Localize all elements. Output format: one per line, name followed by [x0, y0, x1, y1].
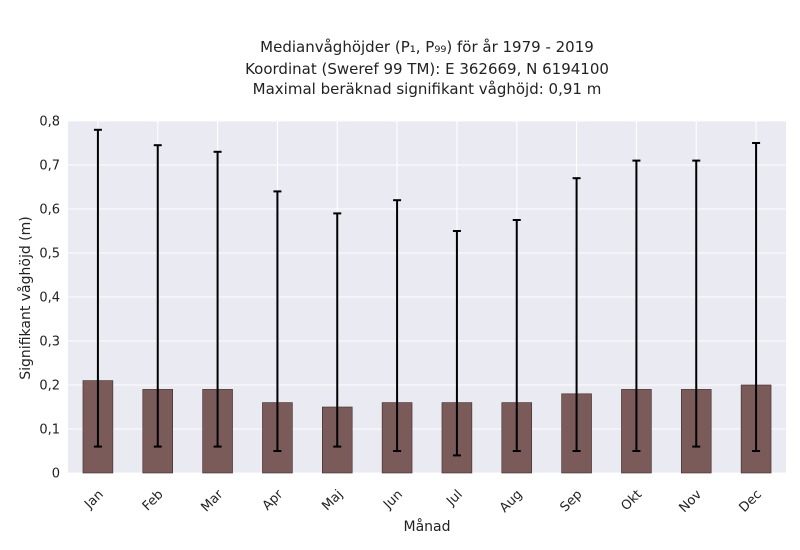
y-tick-label: 0,8	[39, 115, 60, 130]
chart-title-line-2: Koordinat (Sweref 99 TM): E 362669, N 61…	[245, 60, 609, 78]
x-tick-label-apr: Apr	[260, 487, 287, 514]
error-bar-jan	[93, 128, 102, 448]
error-bar-dec	[752, 142, 761, 452]
x-tick-label-dec: Dec	[737, 487, 765, 515]
error-bar-okt	[632, 159, 641, 452]
y-tick-label: 0,3	[39, 335, 60, 350]
error-bar-aug	[512, 219, 521, 452]
chart-title-line-1: Medianvåghöjder (P₁, P₉₉) för år 1979 - …	[260, 38, 594, 56]
error-bar-sep	[572, 177, 581, 452]
y-tick-label: 0	[52, 467, 60, 482]
error-bar-nov	[692, 159, 701, 448]
chart-title: Medianvåghöjder (P₁, P₉₉) för år 1979 - …	[245, 38, 609, 98]
y-tick-label: 0,1	[39, 423, 60, 438]
y-axis-label: Signifikant våghöjd (m)	[17, 216, 34, 379]
x-tick-label-jun: Jun	[380, 487, 406, 513]
x-tick-label-nov: Nov	[677, 487, 706, 516]
x-tick-label-jan: Jan	[81, 487, 106, 512]
x-axis-ticks: Jan Feb Mar Apr Maj Jun Jul Aug Sep Okt Nov Dec	[81, 487, 765, 516]
error-bar-maj	[333, 212, 342, 448]
x-tick-label-feb: Feb	[140, 487, 167, 514]
error-bar-feb	[153, 144, 162, 448]
y-tick-label: 0,6	[39, 203, 60, 218]
x-tick-label-jul: Jul	[443, 487, 465, 509]
error-bar-jul	[452, 230, 461, 457]
error-bar-jun	[393, 199, 402, 452]
y-axis-ticks: 0 0,1 0,2 0,3 0,4 0,5 0,6 0,7 0,8	[39, 115, 60, 482]
y-tick-label: 0,5	[39, 247, 60, 262]
x-tick-label-okt: Okt	[618, 487, 645, 514]
error-bar-apr	[273, 190, 282, 452]
y-tick-label: 0,4	[39, 291, 60, 306]
y-tick-label: 0,7	[39, 159, 60, 174]
error-bars	[93, 128, 761, 457]
x-tick-label-maj: Maj	[319, 487, 346, 514]
error-bar-mar	[213, 150, 222, 448]
y-tick-label: 0,2	[39, 379, 60, 394]
x-axis-label: Månad	[404, 518, 451, 535]
x-tick-label-sep: Sep	[557, 487, 585, 515]
x-tick-label-mar: Mar	[198, 487, 226, 515]
x-tick-label-aug: Aug	[497, 487, 526, 516]
chart-title-line-3: Maximal beräknad signifikant våghöjd: 0,…	[253, 80, 602, 98]
